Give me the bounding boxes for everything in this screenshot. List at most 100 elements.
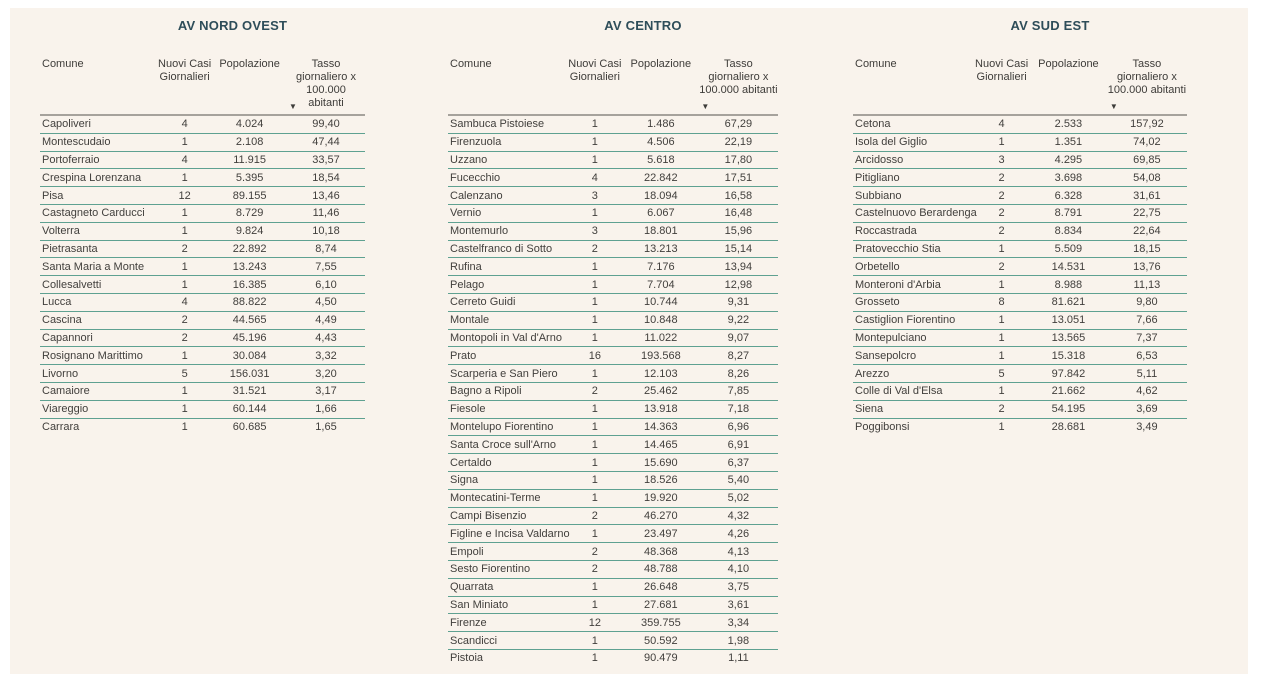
popolazione-cell: 18.094 — [622, 186, 699, 205]
popolazione-cell: 13.213 — [622, 240, 699, 259]
popolazione-cell: 193.568 — [622, 346, 699, 366]
column-header-nuovi-casi[interactable]: Nuovi Casi Giornalieri — [973, 58, 1030, 116]
popolazione-cell: 16.385 — [212, 275, 287, 294]
table-row: Capoliveri 4 4.024 99,40 — [40, 115, 365, 134]
popolazione-cell: 13.918 — [622, 400, 699, 419]
popolazione-cell: 14.531 — [1030, 257, 1107, 277]
nuovi-casi-cell: 1 — [566, 364, 623, 383]
nuovi-casi-cell: 3 — [566, 222, 623, 241]
column-header-comune[interactable]: Comune — [40, 58, 157, 116]
popolazione-cell: 8.729 — [212, 204, 287, 223]
tasso-cell: 4,26 — [698, 524, 778, 544]
nuovi-casi-cell: 1 — [566, 435, 623, 455]
comune-cell: Sansepolcro — [853, 346, 974, 366]
tasso-cell: 3,32 — [287, 346, 365, 366]
nuovi-casi-cell: 1 — [973, 382, 1030, 401]
table-row: Fiesole 1 13.918 7,18 — [448, 400, 778, 419]
table-row: Certaldo 1 15.690 6,37 — [448, 453, 778, 472]
table-row: Siena 2 54.195 3,69 — [853, 400, 1187, 419]
column-header-popolazione[interactable]: Popolazione — [1030, 58, 1107, 116]
table-row: Collesalvetti 1 16.385 6,10 — [40, 275, 365, 294]
table-row: Montepulciano 1 13.565 7,37 — [853, 329, 1187, 348]
column-header-popolazione[interactable]: Popolazione — [622, 58, 699, 116]
table-row: Cerreto Guidi 1 10.744 9,31 — [448, 293, 778, 312]
table-row: Montescudaio 1 2.108 47,44 — [40, 133, 365, 152]
tasso-cell: 4,49 — [287, 311, 365, 330]
table-row: Fucecchio 4 22.842 17,51 — [448, 168, 778, 188]
column-header-comune[interactable]: Comune — [853, 58, 974, 116]
popolazione-cell: 27.681 — [622, 596, 699, 615]
column-header-tasso[interactable]: Tasso giornaliero x 100.000 abitanti ▼ — [698, 58, 778, 116]
nuovi-casi-cell: 1 — [157, 257, 213, 277]
popolazione-cell: 21.662 — [1030, 382, 1107, 401]
comune-cell: Figline e Incisa Valdarno — [448, 524, 570, 544]
popolazione-cell: 97.842 — [1030, 364, 1107, 383]
nuovi-casi-cell: 2 — [973, 222, 1030, 241]
nuovi-casi-cell: 2 — [157, 240, 213, 259]
column-header-label: Nuovi Casi Giornalieri — [568, 58, 622, 83]
table-body: Sambuca Pistoiese 1 1.486 67,29 Firenzuola 1 4… — [448, 115, 778, 667]
popolazione-cell: 4.024 — [212, 115, 287, 134]
column-header-nuovi-casi[interactable]: Nuovi Casi Giornalieri — [157, 58, 213, 116]
popolazione-cell: 60.144 — [212, 400, 287, 419]
tasso-cell: 4,50 — [287, 293, 365, 312]
nuovi-casi-cell: 1 — [566, 133, 623, 152]
table-row: Lucca 4 88.822 4,50 — [40, 293, 365, 312]
column-header-popolazione[interactable]: Popolazione — [212, 58, 287, 116]
tasso-cell: 1,66 — [287, 400, 365, 419]
nuovi-casi-cell: 2 — [973, 257, 1030, 277]
column-header-label: Comune — [855, 58, 897, 70]
tasso-cell: 4,10 — [698, 560, 778, 579]
nuovi-casi-cell: 1 — [973, 133, 1030, 152]
popolazione-cell: 18.526 — [622, 471, 699, 490]
nuovi-casi-cell: 1 — [157, 346, 213, 366]
comune-cell: Pratovecchio Stia — [853, 240, 974, 259]
column-header-tasso[interactable]: Tasso giornaliero x 100.000 abitanti ▼ — [1106, 58, 1187, 116]
table-row: Castelnuovo Berardenga 2 8.791 22,75 — [853, 204, 1187, 223]
nuovi-casi-cell: 1 — [566, 596, 623, 615]
table-block-av-sud-est: AV SUD EST Comune Nuovi Casi Giornalieri… — [853, 8, 1187, 435]
popolazione-cell: 60.685 — [232, 420, 267, 433]
column-header-label: Comune — [450, 58, 492, 70]
column-header-nuovi-casi[interactable]: Nuovi Casi Giornalieri — [566, 58, 623, 116]
nuovi-casi-cell: 1 — [157, 204, 213, 223]
nuovi-casi-cell: 1 — [566, 204, 623, 223]
nuovi-casi-cell: 1 — [566, 453, 623, 472]
comune-cell: Montecatini-Terme — [448, 489, 567, 508]
table-row: Subbiano 2 6.328 31,61 — [853, 186, 1187, 205]
popolazione-cell: 2.108 — [212, 133, 287, 152]
tasso-cell: 7,37 — [1106, 329, 1187, 348]
table-row: Cetona 4 2.533 157,92 — [853, 115, 1187, 134]
comune-cell: Vernio — [448, 204, 567, 223]
comune-cell: Firenzuola — [448, 133, 567, 152]
popolazione-cell: 5.618 — [622, 151, 699, 170]
table-row: Uzzano 1 5.618 17,80 — [448, 151, 778, 170]
column-header-label: Nuovi Casi Giornalieri — [975, 58, 1029, 83]
tasso-cell: 31,61 — [1106, 186, 1187, 205]
comune-cell: Cascina — [40, 311, 157, 330]
column-header-label: Nuovi Casi Giornalieri — [158, 58, 212, 83]
table-row: Poggibonsi 1 28.681 3,49 — [853, 418, 1187, 435]
tasso-cell: 3,49 — [1136, 420, 1158, 433]
popolazione-cell: 46.270 — [622, 507, 699, 526]
nuovi-casi-cell: 2 — [973, 204, 1030, 223]
comune-cell: Livorno — [40, 364, 157, 383]
nuovi-casi-cell: 4 — [973, 115, 1030, 134]
column-header-comune[interactable]: Comune — [448, 58, 567, 116]
table-block-av-nord-ovest: AV NORD OVEST Comune Nuovi Casi Giornali… — [40, 8, 365, 435]
nuovi-casi-cell: 2 — [566, 542, 623, 561]
comune-cell: Fucecchio — [448, 168, 567, 188]
nuovi-casi-cell: 4 — [566, 168, 623, 188]
column-header-label: Popolazione — [219, 58, 280, 70]
comune-cell: Santa Croce sull'Arno — [448, 435, 567, 455]
column-header-label: Comune — [42, 58, 84, 70]
comune-cell: Poggibonsi — [855, 420, 910, 433]
comune-cell: Montepulciano — [853, 329, 974, 348]
popolazione-cell: 44.565 — [212, 311, 287, 330]
table-row: Figline e Incisa Valdarno 1 23.497 4,26 — [448, 524, 778, 544]
column-header-tasso[interactable]: Tasso giornaliero x 100.000 abitanti ▼ — [287, 58, 365, 116]
table-row: Scandicci 1 50.592 1,98 — [448, 631, 778, 650]
nuovi-casi-cell: 1 — [566, 631, 623, 650]
nuovi-casi-cell: 1 — [157, 133, 213, 152]
data-table: Comune Nuovi Casi Giornalieri Popolazion… — [853, 58, 1187, 435]
